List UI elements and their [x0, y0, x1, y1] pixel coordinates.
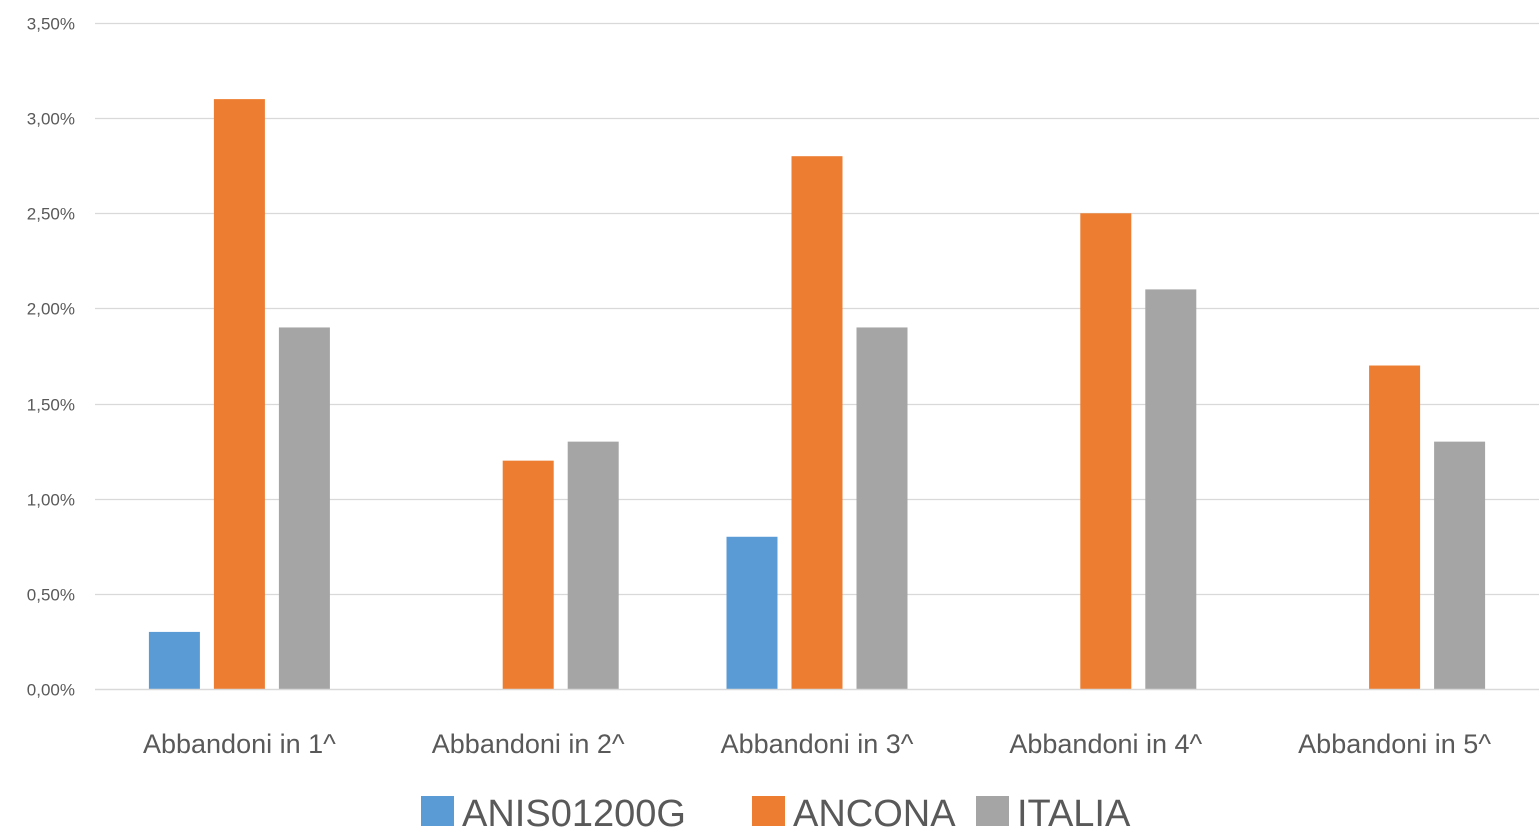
legend-swatch-ancona: [752, 796, 785, 826]
x-category-label: Abbandoni in 5^: [1298, 729, 1491, 759]
legend-swatch-italia: [976, 796, 1009, 826]
bar-italia-4: [1145, 289, 1197, 689]
y-tick-label: 1,50%: [27, 396, 75, 415]
y-tick-label: 1,00%: [27, 491, 75, 510]
bar-anis01200g-3: [726, 536, 778, 689]
legend: ANIS01200G ANCONA ITALIA: [421, 793, 1131, 832]
y-tick-label: 3,50%: [27, 15, 75, 34]
y-tick-label: 2,00%: [27, 300, 75, 319]
x-axis-category-labels: Abbandoni in 1^ Abbandoni in 2^ Abbandoni …: [143, 729, 1491, 759]
bar-anis01200g-1: [148, 631, 200, 689]
bar-italia-3: [856, 327, 908, 689]
x-category-label: Abbandoni in 2^: [432, 729, 625, 759]
bar-ancona-2: [502, 460, 554, 689]
y-axis-tick-labels: 0,00% 0,50% 1,00% 1,50% 2,00% 2,50% 3,00% 3,50%: [27, 15, 75, 700]
legend-label-anis01200g: ANIS01200G: [462, 793, 686, 832]
bar-italia-2: [567, 441, 619, 689]
bar-ancona-4: [1080, 213, 1132, 690]
bar-italia-1: [278, 327, 330, 689]
x-category-label: Abbandoni in 4^: [1009, 729, 1202, 759]
bar-italia-5: [1434, 441, 1486, 689]
y-tick-label: 3,00%: [27, 110, 75, 129]
bar-ancona-1: [213, 99, 265, 690]
legend-label-ancona: ANCONA: [793, 793, 956, 832]
bars: [148, 99, 1486, 690]
y-tick-label: 0,00%: [27, 681, 75, 700]
x-category-label: Abbandoni in 3^: [721, 729, 914, 759]
x-category-label: Abbandoni in 1^: [143, 729, 336, 759]
legend-label-italia: ITALIA: [1017, 793, 1131, 832]
bar-ancona-5: [1369, 365, 1421, 689]
legend-swatch-anis01200g: [421, 796, 454, 826]
y-tick-label: 0,50%: [27, 586, 75, 605]
y-tick-label: 2,50%: [27, 205, 75, 224]
bar-ancona-3: [791, 156, 843, 689]
